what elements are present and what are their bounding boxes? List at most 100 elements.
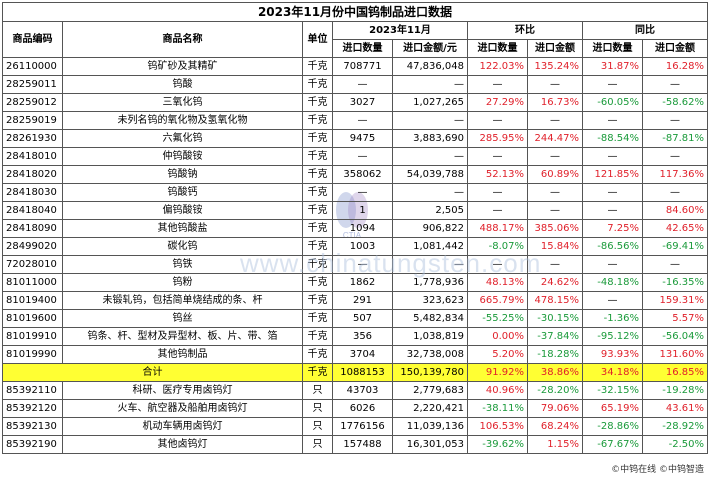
cell-import-amount: 2,505 — [392, 201, 468, 220]
table-row: 26110000 钨矿砂及其精矿 千克 708771 47,836,048 122.03%… — [2, 57, 709, 76]
cell-import-amount: 5,482,834 — [392, 309, 468, 328]
cell-mom-a: 16.73% — [527, 93, 583, 112]
cell-unit: 千克 — [302, 345, 333, 364]
cell-import-amount: — — [392, 111, 468, 130]
cell-import-amount: 323,623 — [392, 291, 468, 310]
cell-mom-a: — — [527, 183, 583, 202]
cell-unit: 千克 — [302, 363, 333, 382]
cell-import-amount: 1,778,936 — [392, 273, 468, 292]
table-row: 85392110 科研、医疗专用卤钨灯只 43703 2,779,683 40.96% -… — [2, 381, 709, 400]
cell-yoy-q: -88.54% — [582, 129, 643, 148]
cell-mom-a: 15.84% — [527, 237, 583, 256]
cell-import-amount: 1,038,819 — [392, 327, 468, 346]
cell-import-amount: 16,301,053 — [392, 435, 468, 454]
cell-yoy-q: 7.25% — [582, 219, 643, 238]
cell-yoy-a: — — [641, 183, 709, 202]
cell-mom-q: — — [467, 75, 528, 94]
cell-unit: 只 — [302, 399, 333, 418]
cell-code: 28499020 — [2, 237, 63, 256]
cell-mom-q: 5.20% — [467, 345, 528, 364]
cell-mom-q: 665.79% — [467, 291, 528, 310]
cell-mom-q: 40.96% — [467, 381, 528, 400]
table-row: 28418010 仲钨酸铵 千克 — — — — — — — [2, 147, 709, 166]
header-yoy-group: 同比 — [581, 21, 709, 40]
cell-import-qty: 1094 — [332, 219, 393, 238]
cell-unit: 只 — [302, 417, 333, 436]
header-unit: 单位 — [302, 21, 333, 58]
cell-mom-a: 478.15% — [527, 291, 583, 310]
cell-code: 81019400 — [2, 291, 63, 310]
cell-mom-a: 38.86% — [527, 363, 583, 382]
cell-name: 钨酸 — [62, 75, 303, 94]
cell-import-qty: — — [332, 111, 393, 130]
cell-yoy-a: — — [641, 147, 709, 166]
table-row: 28418030 钨酸钙 千克 — — — — — — — [2, 183, 709, 202]
header-month-group: 2023年11月 — [332, 21, 468, 40]
cell-import-qty: 6026 — [332, 399, 393, 418]
cell-code: 28418030 — [2, 183, 63, 202]
cell-mom-a: — — [527, 111, 583, 130]
cell-mom-q: 52.13% — [467, 165, 528, 184]
cell-yoy-a: 131.60% — [641, 345, 709, 364]
cell-code: 81019990 — [2, 345, 63, 364]
table-row: 28418090 其他钨酸盐 千克 1094 906,822 488.17% 385.06%… — [2, 219, 709, 238]
cell-code: 28259019 — [2, 111, 63, 130]
cell-import-amount: 1,027,265 — [392, 93, 468, 112]
cell-code: 28418010 — [2, 147, 63, 166]
cell-yoy-q: -95.12% — [582, 327, 643, 346]
cell-import-amount: 150,139,780 — [392, 363, 468, 382]
cell-yoy-q: 34.18% — [582, 363, 643, 382]
cell-code: 81019600 — [2, 309, 63, 328]
cell-yoy-q: — — [582, 75, 643, 94]
table-row: 28259011 钨酸 千克 — — — — — — — [2, 75, 709, 94]
table-row: 28499020 碳化钨 千克 1003 1,081,442 -8.07% 15.84% -8… — [2, 237, 709, 256]
cell-yoy-a: -19.28% — [641, 381, 709, 400]
cell-mom-q: 106.53% — [467, 417, 528, 436]
table-row: 81019990 其他钨制品 千克 3704 32,738,008 5.20% -18.28… — [2, 345, 709, 364]
cell-mom-a: -28.20% — [527, 381, 583, 400]
cell-unit: 只 — [302, 381, 333, 400]
header-name: 商品名称 — [62, 21, 303, 58]
cell-name: 未锻轧钨，包括简单烧结成的条、杆 — [62, 291, 303, 310]
table-row: 28418040 偏钨酸铵 千克 1 2,505— — —84.60% — [2, 201, 709, 220]
cell-mom-q: 488.17% — [467, 219, 528, 238]
cell-mom-q: — — [467, 111, 528, 130]
cell-unit: 千克 — [302, 327, 333, 346]
cell-code: 26110000 — [2, 57, 63, 76]
cell-yoy-a: -87.81% — [641, 129, 709, 148]
cell-import-amount: 11,039,136 — [392, 417, 468, 436]
cell-yoy-a: 42.65% — [641, 219, 709, 238]
cell-import-amount: 47,836,048 — [392, 57, 468, 76]
cell-mom-a: 79.06% — [527, 399, 583, 418]
import-data-table: 2023年11月份中国钨制品进口数据 商品编码 商品名称 单位 2023年11月… — [1, 2, 709, 454]
table-row: 28261930 六氟化钨 千克 9475 3,883,690 285.95% 244.47… — [2, 129, 709, 148]
cell-mom-a: — — [527, 147, 583, 166]
header-code: 商品编码 — [2, 21, 63, 58]
cell-code: 28418020 — [2, 165, 63, 184]
cell-yoy-a: -56.04% — [641, 327, 709, 346]
cell-code: 28259012 — [2, 93, 63, 112]
cell-import-qty: — — [332, 147, 393, 166]
cell-yoy-q: -28.86% — [582, 417, 643, 436]
cell-mom-q: -38.11% — [467, 399, 528, 418]
cell-unit: 千克 — [302, 165, 333, 184]
table-row: 85392190 其他卤钨灯只 157488 16,301,053 -39.62% 1.1… — [2, 435, 709, 454]
cell-yoy-a: 159.31% — [641, 291, 709, 310]
cell-code: 85392120 — [2, 399, 63, 418]
header-yoy-qty: 进口数量 — [582, 39, 643, 58]
cell-mom-a: 385.06% — [527, 219, 583, 238]
cell-code: 81019910 — [2, 327, 63, 346]
cell-yoy-a: 84.60% — [641, 201, 709, 220]
cell-import-amount: 2,779,683 — [392, 381, 468, 400]
cell-code: 81011000 — [2, 273, 63, 292]
cell-mom-a: -18.28% — [527, 345, 583, 364]
cell-import-amount: 54,039,788 — [392, 165, 468, 184]
cell-unit: 千克 — [302, 147, 333, 166]
cell-yoy-q: -48.18% — [582, 273, 643, 292]
table-row: 28418020 钨酸钠 千克 358062 54,039,788 52.13% 60.89… — [2, 165, 709, 184]
cell-yoy-q: 65.19% — [582, 399, 643, 418]
cell-import-qty: 1003 — [332, 237, 393, 256]
cell-unit: 只 — [302, 435, 333, 454]
cell-code: 28418090 — [2, 219, 63, 238]
cell-import-amount: — — [392, 183, 468, 202]
